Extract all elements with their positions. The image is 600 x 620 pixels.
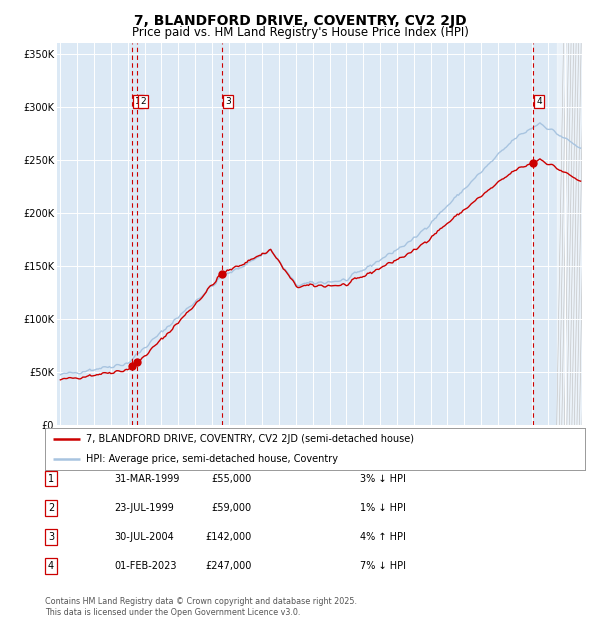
Text: Contains HM Land Registry data © Crown copyright and database right 2025.
This d: Contains HM Land Registry data © Crown c… bbox=[45, 598, 357, 617]
Text: 1% ↓ HPI: 1% ↓ HPI bbox=[360, 503, 406, 513]
Text: £142,000: £142,000 bbox=[206, 532, 252, 542]
Text: 4: 4 bbox=[536, 97, 542, 106]
Text: 1: 1 bbox=[48, 474, 54, 484]
Text: 30-JUL-2004: 30-JUL-2004 bbox=[114, 532, 174, 542]
Text: 7% ↓ HPI: 7% ↓ HPI bbox=[360, 561, 406, 571]
Text: 1: 1 bbox=[135, 97, 141, 106]
Text: HPI: Average price, semi-detached house, Coventry: HPI: Average price, semi-detached house,… bbox=[86, 454, 337, 464]
Text: 3: 3 bbox=[225, 97, 230, 106]
Text: 4: 4 bbox=[48, 561, 54, 571]
Text: £59,000: £59,000 bbox=[212, 503, 252, 513]
Text: 2: 2 bbox=[48, 503, 54, 513]
Text: 7, BLANDFORD DRIVE, COVENTRY, CV2 2JD (semi-detached house): 7, BLANDFORD DRIVE, COVENTRY, CV2 2JD (s… bbox=[86, 434, 413, 444]
Text: 23-JUL-1999: 23-JUL-1999 bbox=[114, 503, 174, 513]
Text: £55,000: £55,000 bbox=[212, 474, 252, 484]
Text: 3: 3 bbox=[48, 532, 54, 542]
Text: 7, BLANDFORD DRIVE, COVENTRY, CV2 2JD: 7, BLANDFORD DRIVE, COVENTRY, CV2 2JD bbox=[134, 14, 466, 28]
Text: £247,000: £247,000 bbox=[206, 561, 252, 571]
Text: 2: 2 bbox=[140, 97, 146, 106]
Text: 4% ↑ HPI: 4% ↑ HPI bbox=[360, 532, 406, 542]
Text: Price paid vs. HM Land Registry's House Price Index (HPI): Price paid vs. HM Land Registry's House … bbox=[131, 26, 469, 39]
Text: 01-FEB-2023: 01-FEB-2023 bbox=[114, 561, 176, 571]
Text: 31-MAR-1999: 31-MAR-1999 bbox=[114, 474, 179, 484]
Text: 3% ↓ HPI: 3% ↓ HPI bbox=[360, 474, 406, 484]
